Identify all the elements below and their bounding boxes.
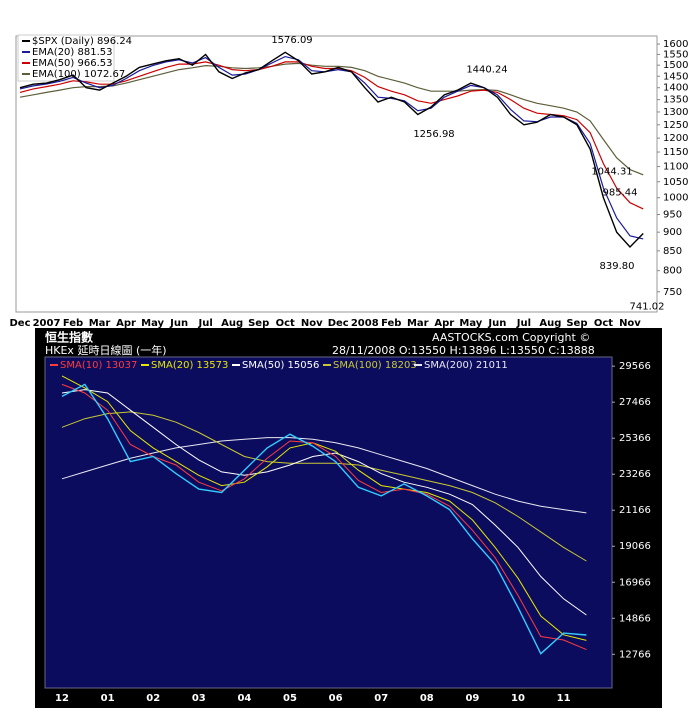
series-line: [61, 375, 587, 641]
annotation: 1256.98: [413, 129, 454, 140]
annotation: 741.02: [630, 302, 665, 313]
annotation: 1440.24: [466, 64, 507, 75]
legend-label: SMA(50) 15056: [242, 360, 319, 371]
x-tick-label: Oct: [276, 318, 295, 329]
x-tick-label: May: [459, 318, 482, 329]
x-tick-label: Mar: [407, 318, 429, 329]
legend-label: SMA(20) 13573: [151, 360, 228, 371]
y-tick-label: 1050: [663, 177, 688, 188]
y-tick-label: 750: [663, 287, 682, 298]
y-tick-label: 1100: [663, 162, 688, 173]
x-tick-label: 01: [101, 693, 115, 704]
x-tick-label: Jul: [197, 318, 212, 329]
x-tick-label: Oct: [594, 318, 613, 329]
x-tick-label: Dec: [9, 318, 30, 329]
x-tick-label: Feb: [63, 318, 83, 329]
y-tick-label: 850: [663, 246, 682, 257]
y-tick-label: 1400: [663, 83, 688, 94]
y-tick-label: 950: [663, 209, 682, 220]
series-line: [19, 61, 644, 210]
spx-legend-box: [17, 34, 115, 82]
x-tick-label: 04: [237, 693, 251, 704]
x-tick-label: Apr: [116, 318, 136, 329]
y-tick-label: 1300: [663, 107, 688, 118]
y-tick-label: 23266: [619, 469, 651, 480]
y-tick-label: 21166: [619, 505, 651, 516]
x-tick-label: Aug: [221, 318, 243, 329]
legend-label: SMA(10) 13037: [60, 360, 137, 371]
y-tick-label: 1150: [663, 147, 688, 158]
x-tick-label: 2007: [33, 318, 61, 329]
y-tick-label: 25366: [619, 433, 651, 444]
x-tick-label: 05: [283, 693, 297, 704]
x-tick-label: Sep: [566, 318, 587, 329]
y-tick-label: 27466: [619, 397, 651, 408]
series-line: [61, 437, 587, 514]
x-tick-label: Nov: [301, 318, 323, 329]
annotation: 1576.09: [271, 35, 312, 46]
y-tick-label: 1000: [663, 193, 688, 204]
x-tick-label: 08: [420, 693, 434, 704]
x-tick-label: 09: [465, 693, 479, 704]
y-tick-label: 1600: [663, 39, 688, 50]
hsi-copyright: AASTOCKS.com Copyright ©: [432, 331, 590, 344]
x-tick-label: May: [141, 318, 164, 329]
x-tick-label: Nov: [619, 318, 641, 329]
series-line: [19, 51, 644, 249]
y-tick-label: 1550: [663, 49, 688, 60]
y-tick-label: 1500: [663, 60, 688, 71]
y-tick-label: 1200: [663, 133, 688, 144]
x-tick-label: Feb: [381, 318, 401, 329]
series-line: [19, 62, 644, 176]
y-tick-label: 1350: [663, 95, 688, 106]
y-tick-label: 19066: [619, 541, 651, 552]
series-line: [61, 383, 587, 655]
y-tick-label: 14866: [619, 613, 651, 624]
x-tick-label: 10: [511, 693, 525, 704]
legend-label: EMA(20) 881.53: [32, 47, 112, 58]
annotation: 839.80: [600, 261, 635, 272]
y-tick-label: 900: [663, 227, 682, 238]
series-line: [61, 389, 587, 616]
x-tick-label: 02: [146, 693, 160, 704]
x-tick-label: Jun: [169, 318, 188, 329]
legend-label: EMA(50) 966.53: [32, 58, 112, 69]
series-line: [61, 411, 587, 562]
hsi-title: 恒生指數: [45, 330, 93, 345]
x-tick-label: Dec: [328, 318, 349, 329]
legend-label: $SPX (Daily) 896.24: [32, 36, 132, 47]
x-tick-label: 11: [557, 693, 571, 704]
annotation: 985.44: [603, 188, 638, 199]
legend-label: EMA(100) 1072.67: [32, 69, 125, 80]
hsi-quote: 28/11/2008 O:13550 H:13896 L:13550 C:138…: [332, 344, 595, 357]
x-tick-label: 03: [192, 693, 206, 704]
x-tick-label: 06: [329, 693, 343, 704]
series-line: [61, 383, 587, 651]
x-tick-label: Aug: [539, 318, 561, 329]
x-tick-label: Apr: [434, 318, 454, 329]
y-tick-label: 1450: [663, 71, 688, 82]
y-tick-label: 29566: [619, 361, 651, 372]
x-tick-label: Jun: [487, 318, 506, 329]
hsi-subtitle: HKEx 延時日線圖 (一年): [45, 343, 167, 357]
y-tick-label: 800: [663, 266, 682, 277]
annotation: 1044.31: [591, 167, 632, 178]
x-tick-label: 12: [55, 693, 69, 704]
legend-label: SMA(200) 21011: [424, 360, 508, 371]
y-tick-label: 1250: [663, 120, 688, 131]
x-tick-label: Jul: [516, 318, 531, 329]
y-tick-label: 16966: [619, 577, 651, 588]
legend-label: SMA(100) 18203: [333, 360, 417, 371]
x-tick-label: 2008: [351, 318, 379, 329]
y-tick-label: 12766: [619, 649, 651, 660]
x-tick-label: Mar: [89, 318, 111, 329]
x-tick-label: Sep: [248, 318, 269, 329]
hsi-plot: [44, 356, 613, 689]
x-tick-label: 07: [374, 693, 388, 704]
